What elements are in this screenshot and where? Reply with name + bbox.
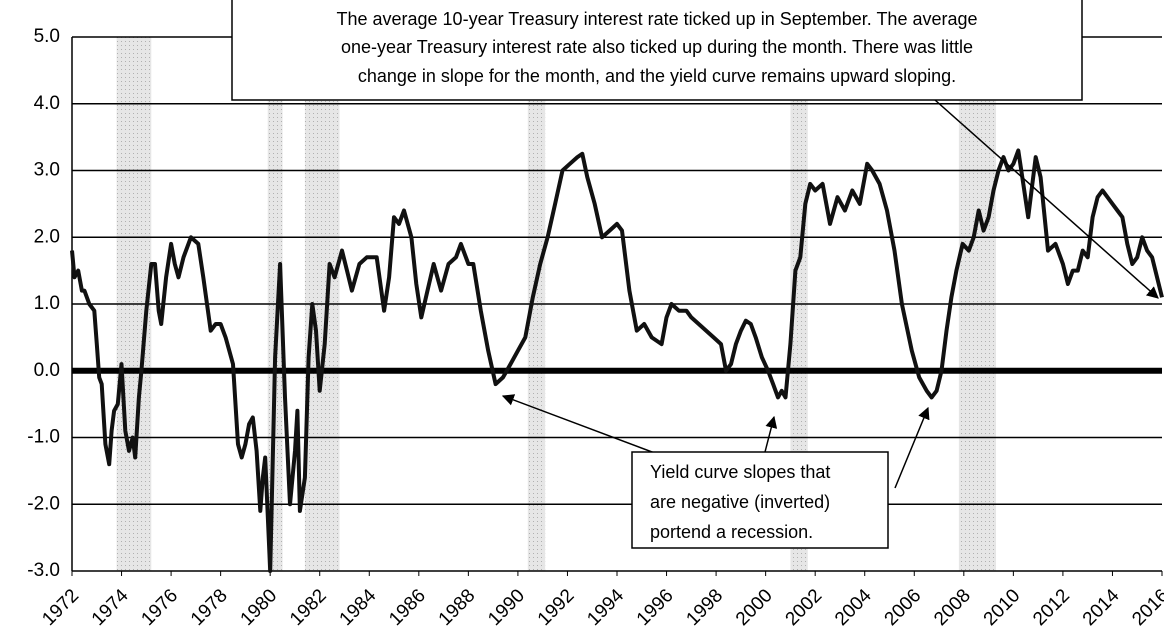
annotation-line: Yield curve slopes that: [650, 462, 830, 482]
grid: [71, 36, 1163, 576]
x-tick-label: 2006: [881, 585, 926, 630]
y-tick-label: 1.0: [34, 293, 60, 314]
annotation-line: The average 10-year Treasury interest ra…: [336, 9, 977, 29]
x-tick-label: 2004: [831, 585, 876, 630]
line-series: [70, 148, 1164, 573]
annotation-box: [631, 451, 889, 549]
y-tick-label: 0.0: [34, 360, 60, 381]
x-tick-label: 2012: [1029, 585, 1074, 630]
x-tick-label: 1992: [534, 585, 579, 630]
arrow: [501, 394, 661, 456]
x-tick-label: 2000: [732, 585, 777, 630]
annotation-bottom: Yield curve slopes that are negative (in…: [631, 451, 889, 549]
y-tick-label: 4.0: [34, 93, 60, 114]
x-tick-label: 1996: [633, 585, 678, 630]
x-tick-label: 1994: [583, 585, 628, 630]
x-tick-label: 1978: [187, 585, 232, 630]
x-tick-label: 1980: [237, 585, 282, 630]
x-tick-label: 1982: [286, 585, 331, 630]
y-tick-label: -1.0: [27, 427, 60, 448]
x-tick-label: 2010: [980, 585, 1025, 630]
arrow: [764, 415, 778, 453]
x-tick-label: 1990: [484, 585, 529, 630]
x-tick-label: 1998: [682, 585, 727, 630]
plot: [70, 148, 1164, 573]
x-tick-label: 1986: [385, 585, 430, 630]
annotation-box: [231, 0, 1083, 101]
x-tick-label: 2014: [1079, 585, 1124, 630]
x-tick-label: 1972: [38, 585, 83, 630]
arrow: [894, 406, 930, 489]
annotation-line: portend a recession.: [650, 522, 813, 542]
annotation-line: one-year Treasury interest rate also tic…: [341, 37, 973, 57]
x-tick-label: 2008: [930, 585, 975, 630]
x-tick-label: 1984: [336, 585, 381, 630]
x-tick-label: 1988: [435, 585, 480, 630]
annotation-top: The average 10-year Treasury interest ra…: [231, 0, 1083, 101]
y-tick-label: 5.0: [34, 26, 60, 47]
y-tick-label: -2.0: [27, 493, 60, 514]
annotation-line: are negative (inverted): [650, 492, 830, 512]
arrows: [501, 99, 1159, 489]
y-tick-label: -3.0: [27, 560, 60, 581]
y-tick-label: 2.0: [34, 226, 60, 247]
x-tick-label: 1974: [88, 585, 133, 630]
annotation-line: change in slope for the month, and the y…: [358, 66, 956, 86]
x-tick-label: 2016: [1128, 585, 1164, 630]
y-tick-label: 3.0: [34, 160, 60, 181]
x-tick-label: 1976: [137, 585, 182, 630]
arrow: [934, 99, 1159, 299]
x-tick-label: 2002: [782, 585, 827, 630]
